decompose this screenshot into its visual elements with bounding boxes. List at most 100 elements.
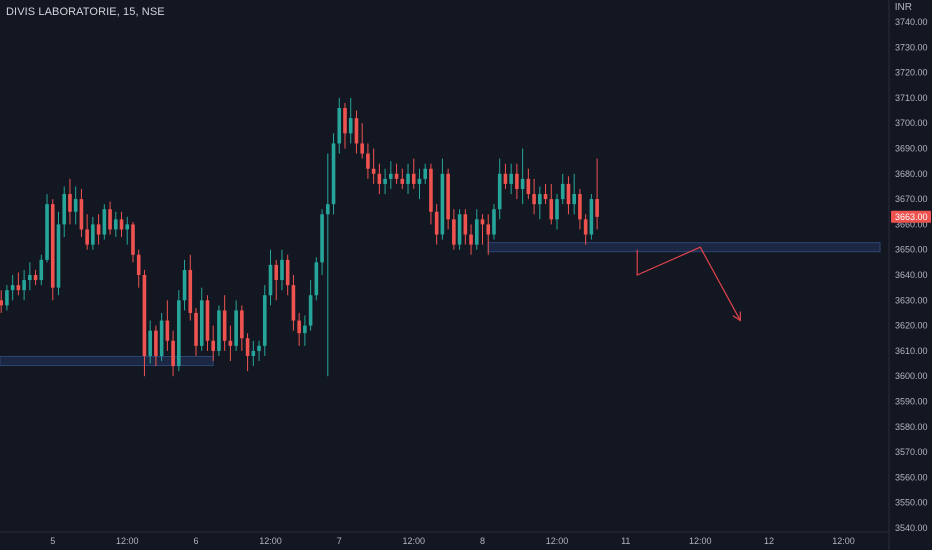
candle-body bbox=[240, 310, 244, 339]
candle-body bbox=[343, 108, 347, 134]
candle-body bbox=[434, 211, 439, 235]
candle bbox=[62, 186, 67, 238]
candle bbox=[314, 257, 319, 301]
candle-body bbox=[440, 173, 445, 235]
candle-body bbox=[148, 330, 152, 356]
candle-body bbox=[297, 320, 301, 334]
candle bbox=[0, 290, 3, 313]
candle bbox=[423, 163, 428, 184]
candle-body bbox=[199, 300, 204, 346]
candle-body bbox=[113, 219, 118, 230]
candle-body bbox=[85, 229, 89, 245]
y-tick-label: 3670.00 bbox=[895, 194, 928, 204]
candle-body bbox=[532, 194, 536, 205]
candle bbox=[509, 163, 513, 195]
candle-body bbox=[291, 285, 296, 321]
candle bbox=[532, 178, 536, 215]
candle-body bbox=[245, 338, 250, 356]
candle bbox=[257, 340, 261, 362]
candle-body bbox=[555, 199, 559, 220]
candle-body bbox=[549, 199, 554, 220]
x-tick-label: 12:00 bbox=[546, 536, 569, 546]
y-tick-label: 3600.00 bbox=[895, 371, 928, 381]
candle bbox=[434, 204, 439, 245]
candle-body bbox=[348, 118, 353, 134]
candle bbox=[400, 168, 405, 189]
y-tick-label: 3660.00 bbox=[895, 219, 928, 229]
candle-body bbox=[509, 173, 513, 184]
candle bbox=[394, 163, 399, 184]
candle-body bbox=[73, 199, 78, 212]
candle bbox=[79, 188, 84, 238]
candle-body bbox=[268, 264, 273, 296]
candle-body bbox=[538, 194, 542, 205]
candle-body bbox=[515, 173, 519, 189]
y-tick-label: 3650.00 bbox=[895, 245, 928, 255]
candle bbox=[245, 333, 250, 372]
candle bbox=[343, 102, 347, 149]
y-tick-label: 3700.00 bbox=[895, 118, 928, 128]
candle-body bbox=[377, 173, 382, 184]
candle-body bbox=[400, 178, 405, 184]
candle-body bbox=[211, 340, 215, 351]
candle-body bbox=[383, 178, 387, 184]
candle-body bbox=[589, 199, 594, 235]
candle-body bbox=[56, 224, 61, 288]
candle bbox=[377, 163, 382, 195]
x-tick-label: 11 bbox=[621, 536, 630, 546]
candle bbox=[452, 209, 456, 250]
candle bbox=[406, 163, 410, 195]
candle-body bbox=[171, 340, 175, 367]
candle bbox=[177, 290, 181, 372]
candle-body bbox=[429, 168, 433, 212]
candle-body bbox=[50, 204, 55, 288]
x-tick-label: 12:00 bbox=[832, 536, 855, 546]
x-tick-label: 12:00 bbox=[259, 536, 282, 546]
candle-body bbox=[469, 234, 473, 245]
candle-body bbox=[423, 168, 428, 179]
candle-body bbox=[457, 214, 462, 245]
candle bbox=[469, 224, 473, 255]
candle bbox=[497, 158, 502, 220]
candle bbox=[148, 320, 152, 364]
candle-body bbox=[182, 269, 187, 301]
candle bbox=[595, 158, 599, 230]
candle bbox=[56, 211, 61, 296]
candle bbox=[538, 186, 542, 220]
candle-body bbox=[492, 209, 496, 235]
candle bbox=[354, 110, 359, 154]
candle-body bbox=[45, 204, 49, 260]
candle-body bbox=[371, 168, 376, 174]
candle bbox=[182, 259, 187, 311]
projection-arrow-line bbox=[636, 246, 741, 321]
candle-body bbox=[62, 194, 67, 225]
candle bbox=[486, 214, 491, 255]
candle-body bbox=[274, 264, 279, 281]
candle bbox=[520, 148, 525, 205]
candle bbox=[492, 204, 496, 240]
candle-body bbox=[463, 214, 468, 235]
candle bbox=[165, 300, 170, 351]
candle bbox=[108, 201, 112, 235]
candle-body bbox=[222, 310, 227, 341]
candle-body bbox=[566, 183, 571, 205]
candle-body bbox=[486, 224, 491, 235]
candle-body bbox=[406, 173, 410, 184]
candle bbox=[303, 315, 307, 346]
candle bbox=[228, 325, 233, 362]
candle-body bbox=[446, 173, 450, 220]
candle-body bbox=[119, 219, 124, 230]
candle bbox=[457, 209, 462, 250]
candle bbox=[234, 300, 238, 351]
candle bbox=[583, 214, 588, 245]
chart-title: DIVIS LABORATORIE, 15, NSE bbox=[6, 6, 165, 18]
candle-body bbox=[102, 209, 107, 235]
candle bbox=[22, 269, 26, 301]
candle bbox=[526, 168, 531, 200]
candle-body bbox=[389, 173, 393, 179]
candle bbox=[411, 158, 416, 189]
x-tick-label: 12 bbox=[764, 536, 774, 546]
candle-body bbox=[10, 285, 15, 291]
